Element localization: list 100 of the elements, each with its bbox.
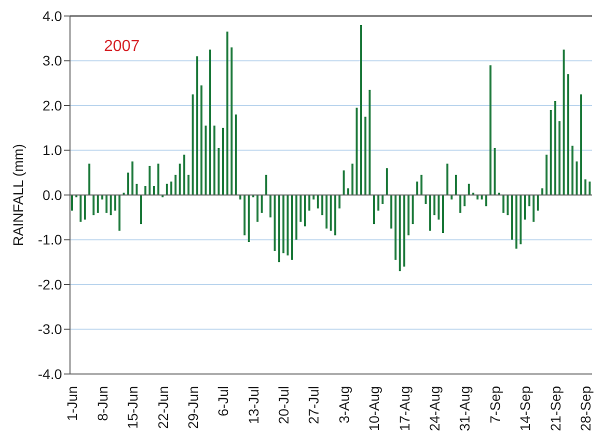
- y-tick-label: 2.0: [42, 97, 62, 114]
- bar: [459, 195, 462, 213]
- bar: [532, 195, 535, 222]
- bar: [152, 186, 155, 195]
- bar: [442, 195, 444, 234]
- bar: [140, 195, 142, 224]
- bar: [248, 195, 250, 242]
- bar: [433, 195, 436, 216]
- bar: [127, 172, 130, 195]
- bar: [148, 166, 151, 195]
- bar: [196, 56, 198, 195]
- bar: [80, 195, 82, 222]
- bar: [136, 184, 138, 195]
- x-tick-label: 27-Jul: [306, 386, 322, 424]
- bar: [368, 90, 371, 195]
- bar: [584, 179, 586, 195]
- bar: [351, 164, 354, 195]
- bar: [174, 174, 177, 195]
- bar: [286, 195, 289, 256]
- bar: [416, 182, 418, 195]
- annotation: 2007: [104, 38, 140, 56]
- bar: [356, 108, 358, 195]
- bar: [580, 94, 582, 195]
- bar: [394, 195, 397, 260]
- x-tick-label: 31-Aug: [456, 386, 473, 432]
- bar: [412, 195, 414, 224]
- bar: [515, 195, 518, 249]
- bar: [291, 195, 294, 260]
- bar: [429, 195, 432, 231]
- bar: [84, 195, 86, 220]
- bar: [256, 195, 259, 222]
- bar: [454, 174, 457, 195]
- x-tick-label: 24-Aug: [426, 386, 443, 432]
- bar: [390, 195, 392, 229]
- bar: [295, 195, 298, 240]
- bar: [403, 195, 406, 267]
- y-tick-label: -1.0: [38, 232, 62, 248]
- bar: [360, 24, 362, 195]
- y-tick-label: 1.0: [42, 142, 62, 158]
- x-tick-label: 1-Jun: [64, 386, 80, 422]
- x-tick-label: 15-Jun: [124, 386, 141, 429]
- x-tick-label: 14-Sep: [517, 386, 534, 432]
- bar: [571, 146, 574, 195]
- bar: [274, 195, 276, 251]
- y-tick-label: 4.0: [42, 8, 62, 24]
- bar: [494, 148, 496, 195]
- bar: [204, 126, 207, 195]
- bar: [536, 195, 539, 211]
- bar: [558, 121, 560, 195]
- bar: [485, 195, 488, 206]
- bar: [213, 126, 216, 195]
- bar: [377, 195, 380, 211]
- bar: [524, 195, 526, 220]
- bar: [209, 50, 212, 195]
- bar: [342, 170, 345, 195]
- x-tick-label: 3-Aug: [336, 386, 352, 424]
- bar: [226, 32, 228, 195]
- bar: [576, 161, 578, 195]
- x-tick-label: 17-Aug: [396, 386, 412, 432]
- y-tick-label: 0.0: [42, 186, 62, 203]
- bar: [330, 195, 332, 231]
- y-axis-title: RAINFALL (mm): [10, 144, 26, 246]
- y-tick-label: -4.0: [38, 366, 62, 382]
- bar: [106, 195, 108, 213]
- y-tick-label: 3.0: [42, 52, 62, 69]
- bar: [550, 110, 552, 195]
- bar: [118, 195, 120, 231]
- bar: [192, 94, 194, 195]
- bar: [562, 50, 565, 195]
- bar: [520, 195, 522, 244]
- bar: [546, 154, 548, 195]
- x-tick-label: 8-Jun: [94, 386, 110, 422]
- x-tick-label: 13-Jul: [245, 386, 262, 424]
- bar: [338, 195, 340, 208]
- bar: [321, 195, 324, 216]
- bar: [424, 195, 427, 204]
- bar: [96, 195, 99, 213]
- x-tick-label: 7-Sep: [486, 386, 503, 424]
- bar: [110, 195, 112, 216]
- bar: [114, 195, 116, 211]
- bar: [407, 195, 410, 236]
- bar: [489, 65, 492, 195]
- y-tick-label: -3.0: [38, 321, 62, 338]
- bar: [200, 85, 202, 195]
- bar: [326, 195, 328, 229]
- bar: [382, 195, 384, 204]
- bar: [438, 195, 440, 220]
- bar: [234, 114, 237, 195]
- x-tick-label: 29-Jun: [184, 386, 201, 429]
- bar: [265, 174, 268, 195]
- bar: [269, 195, 272, 218]
- bar: [178, 164, 181, 195]
- bar: [170, 182, 172, 195]
- bar: [364, 116, 366, 195]
- bar: [446, 164, 448, 195]
- bar: [218, 148, 220, 195]
- bar: [304, 195, 306, 226]
- bar: [244, 195, 246, 236]
- bar: [468, 184, 470, 195]
- bar: [420, 174, 422, 195]
